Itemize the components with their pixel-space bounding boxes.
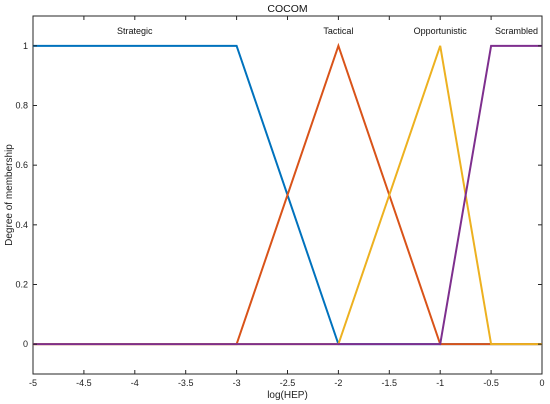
y-tick-label: 0.2: [15, 280, 28, 290]
annotations-layer: Strategic Tactical Opportunistic Scrambled: [117, 26, 538, 36]
series-label-tactical: Tactical: [323, 26, 353, 36]
x-tick-label: -2: [334, 378, 342, 388]
x-tick-label: -4.5: [76, 378, 92, 388]
x-tick-label: -3: [233, 378, 241, 388]
x-tick-label: -1.5: [382, 378, 398, 388]
series-label-opportunistic: Opportunistic: [414, 26, 468, 36]
y-tick-label: 0.8: [15, 101, 28, 111]
chart-title: COCOM: [267, 3, 307, 15]
y-axis-label: Degree of membership: [4, 144, 15, 246]
ticks-layer: [32, 16, 543, 374]
x-tick-label: -4: [131, 378, 139, 388]
y-tick-label: 0: [23, 339, 28, 349]
y-tick-label: 0.4: [15, 220, 28, 230]
tick-labels-layer: -5 -4.5 -4 -3.5 -3 -2.5 -2 -1.5 -1 -0.5 0 0 0.2 0.4 0.…: [15, 41, 544, 388]
x-axis-label: log(HEP): [267, 390, 308, 401]
x-tick-label: -5: [29, 378, 37, 388]
x-tick-label: -2.5: [280, 378, 296, 388]
series-line-scrambled: [33, 44, 542, 346]
series-label-strategic: Strategic: [117, 26, 153, 36]
x-tick-label: -3.5: [178, 378, 194, 388]
series-layer: [33, 42, 542, 346]
x-tick-label: -1: [436, 378, 444, 388]
x-tick-label: 0: [539, 378, 544, 388]
y-tick-label: 0.6: [15, 160, 28, 170]
x-tick-label: -0.5: [483, 378, 499, 388]
y-tick-label: 1: [23, 41, 28, 51]
series-label-scrambled: Scrambled: [495, 26, 538, 36]
